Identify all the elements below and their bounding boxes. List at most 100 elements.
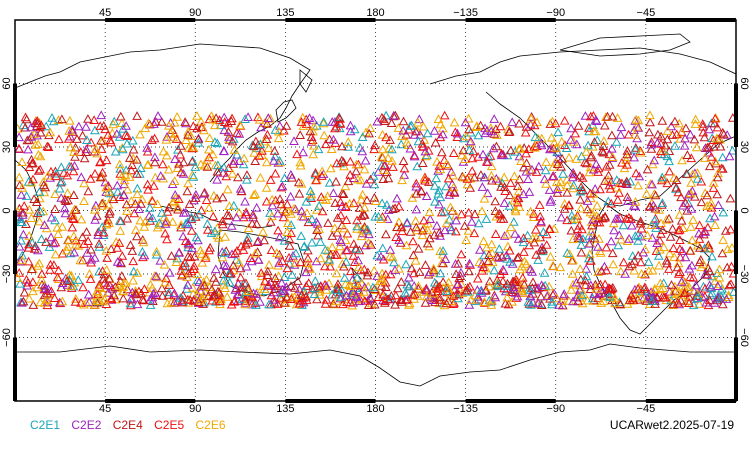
obs-marker — [661, 295, 672, 305]
obs-marker — [493, 252, 504, 262]
obs-marker — [274, 232, 285, 242]
obs-marker — [348, 250, 359, 260]
obs-marker — [580, 280, 591, 289]
obs-marker — [434, 199, 445, 209]
obs-marker — [79, 239, 89, 248]
obs-marker — [376, 151, 387, 161]
obs-marker — [174, 158, 184, 168]
obs-marker — [508, 217, 519, 226]
obs-marker — [585, 193, 596, 203]
obs-marker — [94, 266, 104, 276]
obs-marker — [452, 128, 463, 138]
obs-marker — [259, 136, 270, 146]
obs-marker — [30, 140, 41, 149]
obs-marker — [94, 282, 105, 291]
obs-marker — [708, 135, 719, 144]
obs-marker — [132, 183, 143, 193]
obs-marker — [408, 250, 419, 260]
obs-marker — [594, 288, 605, 298]
obs-marker — [40, 283, 51, 293]
obs-marker — [66, 283, 77, 292]
obs-marker — [219, 162, 229, 172]
obs-marker — [519, 256, 530, 266]
obs-marker — [712, 189, 723, 199]
obs-marker — [568, 279, 578, 289]
obs-marker — [591, 116, 602, 125]
obs-marker — [702, 269, 713, 279]
obs-marker — [496, 214, 506, 223]
obs-marker — [92, 148, 103, 158]
obs-marker — [416, 186, 427, 196]
obs-marker — [601, 242, 612, 252]
obs-marker — [61, 245, 72, 255]
obs-marker — [235, 120, 245, 130]
obs-marker — [422, 128, 433, 138]
obs-marker — [149, 133, 160, 143]
obs-marker — [132, 267, 143, 277]
obs-marker — [398, 116, 409, 126]
obs-marker — [514, 144, 524, 153]
obs-marker — [552, 184, 563, 193]
obs-marker — [428, 263, 439, 273]
obs-marker — [240, 299, 251, 309]
obs-marker — [463, 286, 473, 296]
obs-marker — [390, 203, 400, 213]
obs-marker — [398, 156, 409, 165]
obs-marker — [419, 215, 429, 225]
obs-marker — [199, 187, 210, 197]
obs-marker — [491, 173, 502, 183]
obs-marker — [568, 255, 578, 265]
obs-marker — [186, 212, 197, 222]
obs-marker — [365, 174, 376, 184]
obs-marker — [485, 151, 496, 160]
obs-marker — [226, 268, 236, 278]
antarctica-coast — [15, 343, 736, 387]
obs-marker — [33, 245, 43, 255]
obs-marker — [544, 281, 554, 291]
obs-marker — [296, 206, 307, 216]
obs-marker — [341, 257, 351, 266]
obs-marker — [314, 289, 325, 299]
obs-marker — [158, 173, 169, 183]
obs-marker — [232, 149, 242, 159]
obs-marker — [545, 119, 556, 128]
obs-marker — [457, 171, 468, 181]
obs-marker — [224, 210, 234, 220]
obs-marker — [674, 210, 685, 219]
obs-marker — [576, 203, 586, 213]
obs-marker — [414, 267, 425, 276]
obs-marker — [696, 176, 707, 186]
obs-marker — [178, 231, 188, 241]
obs-marker — [108, 194, 119, 204]
obs-marker — [726, 261, 736, 271]
obs-marker — [177, 270, 187, 280]
obs-marker — [676, 215, 687, 225]
obs-marker — [195, 295, 205, 305]
obs-marker — [71, 205, 81, 214]
obs-marker — [190, 193, 201, 202]
obs-marker — [186, 214, 197, 224]
obs-marker — [428, 288, 439, 298]
x-tick-label-top: −90 — [546, 7, 565, 19]
obs-marker — [15, 278, 25, 288]
obs-marker — [391, 232, 401, 241]
obs-marker — [56, 162, 67, 172]
obs-marker — [22, 135, 33, 145]
obs-marker — [688, 272, 699, 282]
obs-marker — [32, 208, 43, 218]
obs-marker — [580, 157, 590, 167]
obs-marker — [726, 279, 736, 288]
obs-marker — [351, 291, 362, 300]
obs-marker — [587, 293, 598, 303]
obs-marker — [523, 144, 534, 153]
obs-marker — [612, 194, 623, 204]
obs-marker — [392, 193, 402, 203]
legend: C2E1 C2E2 C2E4 C2E5 C2E6 — [30, 418, 234, 432]
obs-marker — [196, 281, 206, 291]
obs-marker — [311, 175, 321, 185]
obs-marker — [261, 157, 272, 167]
obs-marker — [514, 201, 525, 211]
obs-marker — [204, 133, 215, 142]
obs-marker — [95, 172, 106, 182]
obs-marker — [298, 147, 308, 157]
